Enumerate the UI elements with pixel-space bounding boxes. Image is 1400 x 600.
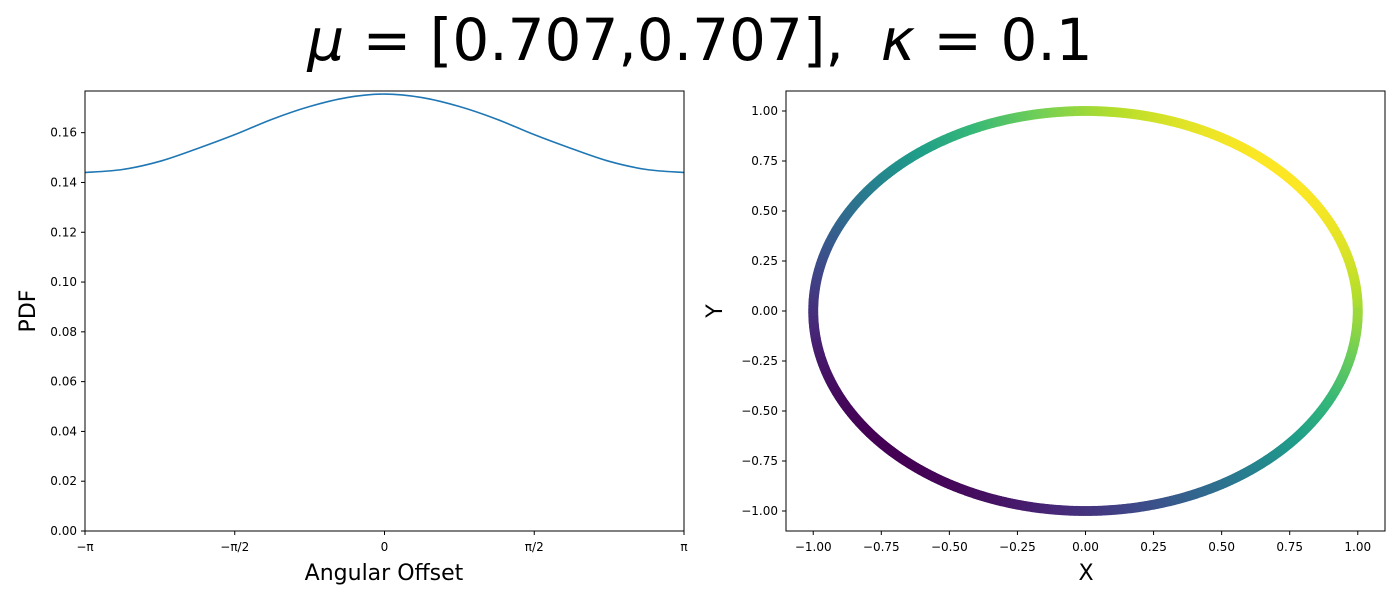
left-ytick-label: 0.12 (50, 225, 77, 239)
left-ytick-label: 0.06 (50, 375, 77, 389)
right-ytick-label: 0.50 (751, 204, 778, 218)
left-ytick-label: 0.10 (50, 275, 77, 289)
right-xtick-label: 0.75 (1276, 540, 1303, 554)
right-axes-frame (785, 90, 1386, 532)
right-ytick-label: −1.00 (741, 504, 778, 518)
right-xtick-label: −0.25 (999, 540, 1036, 554)
right-ylabel: Y (703, 304, 728, 319)
chart-title: μ = [0.707,0.707], κ = 0.1 (0, 4, 1400, 76)
right-xtick-label: −0.75 (863, 540, 900, 554)
right-ytick-label: −0.75 (741, 454, 778, 468)
right-ytick-label: 0.25 (751, 254, 778, 268)
right-ytick-label: −0.50 (741, 404, 778, 418)
left-ylabel: PDF (16, 290, 41, 333)
left-ytick-label: 0.02 (50, 474, 77, 488)
right-xlabel: X (1078, 561, 1093, 586)
left-ytick-label: 0.16 (50, 126, 77, 140)
right-xtick-label: 0.25 (1140, 540, 1167, 554)
right-xtick-label: 0.00 (1072, 540, 1099, 554)
left-ytick-label: 0.08 (50, 325, 77, 339)
right-ytick-label: 0.00 (751, 304, 778, 318)
circle-scatter-chart: −1.00 −1.00 −0.75 −0.75 −0.50 −0.50 −0.25 −0.25… (703, 90, 1386, 586)
left-xtick-label: −π/2 (220, 540, 249, 554)
left-xtick-label: π/2 (525, 540, 544, 554)
pdf-series-line (84, 93, 685, 174)
pdf-line-chart: −π −π/2 0 π/2 π 0.00 0.02 0.04 0.06 0.08 0.10 0.12 0… (16, 90, 688, 586)
mu-symbol: μ (307, 6, 345, 74)
left-xtick-label: −π (76, 540, 93, 554)
kappa-symbol: κ (880, 6, 915, 74)
right-xtick-label: −0.50 (931, 540, 968, 554)
right-xtick-label: 1.00 (1344, 540, 1371, 554)
left-ytick-label: 0.14 (50, 175, 77, 189)
mu-value: = [0.707,0.707], (344, 6, 881, 74)
right-ytick-label: −0.25 (741, 354, 778, 368)
right-ytick-label: 0.75 (751, 154, 778, 168)
left-xtick-label: 0 (381, 540, 389, 554)
right-xtick-label: −1.00 (795, 540, 832, 554)
left-xlabel: Angular Offset (305, 561, 464, 586)
left-xtick-label: π (680, 540, 687, 554)
kappa-value: = 0.1 (914, 6, 1093, 74)
left-axes-frame (84, 90, 685, 532)
left-ytick-label: 0.00 (50, 524, 77, 538)
right-xtick-label: 0.50 (1208, 540, 1235, 554)
right-ytick-label: 1.00 (751, 104, 778, 118)
left-ytick-label: 0.04 (50, 424, 77, 438)
scatter-point (1352, 307, 1363, 318)
